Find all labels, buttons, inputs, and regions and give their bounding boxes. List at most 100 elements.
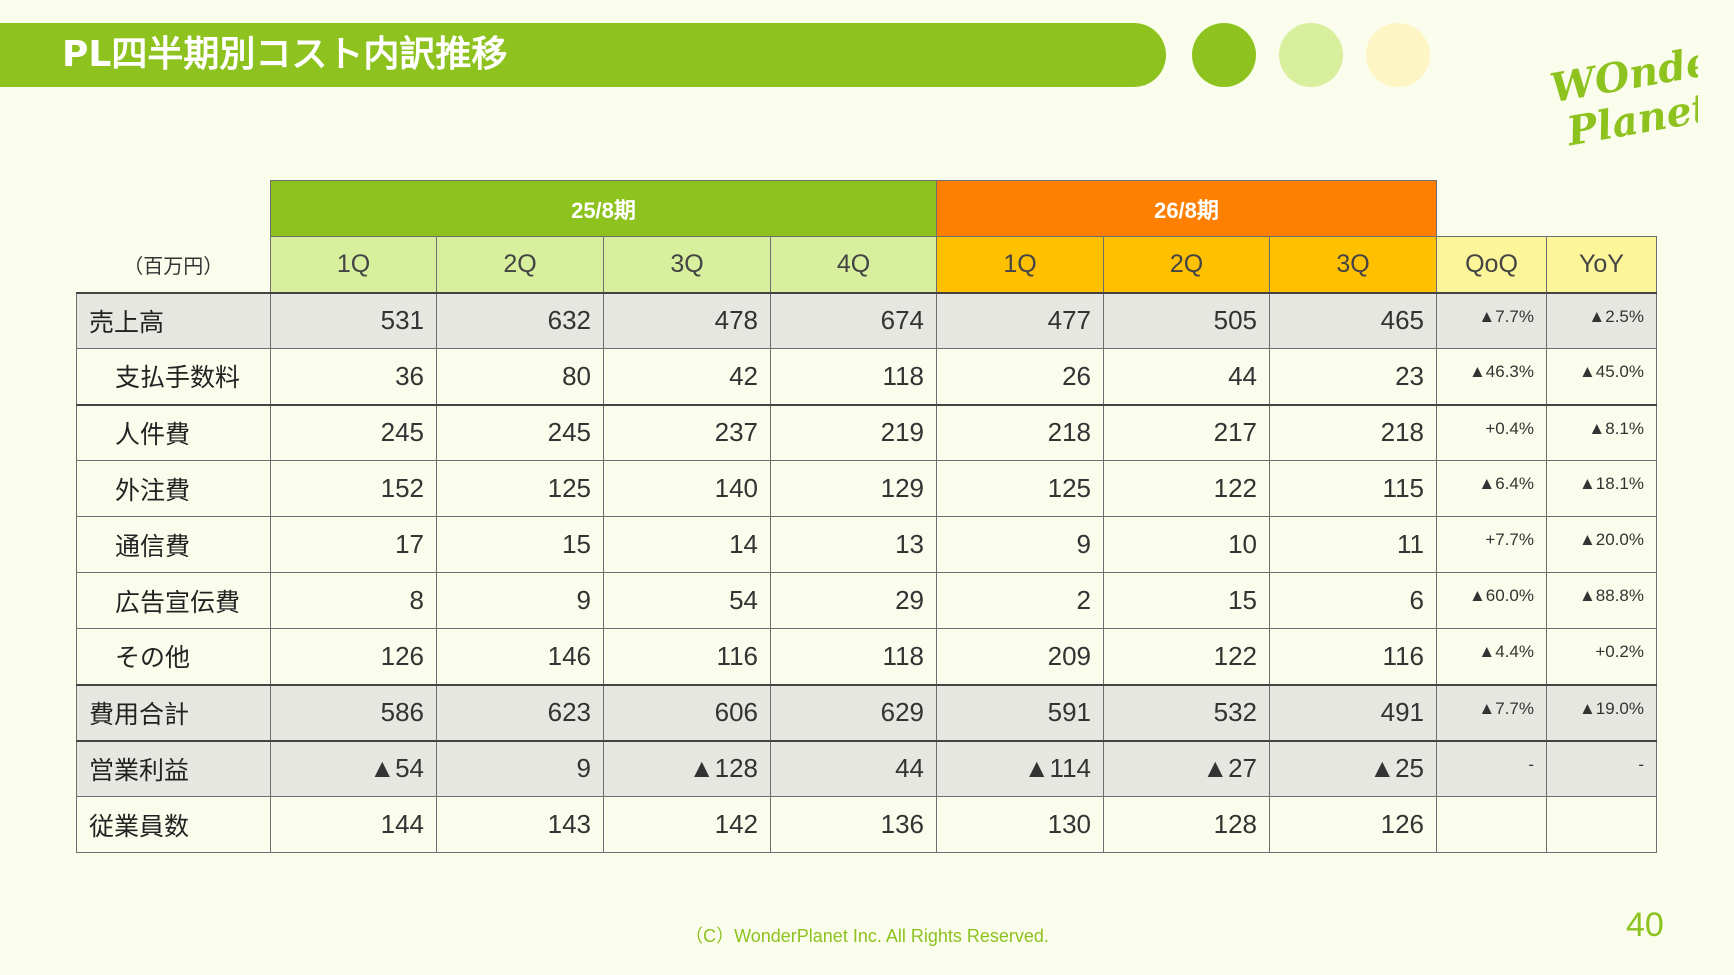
table-row: 通信費 17 15 14 13 9 10 11 +7.7% ▲20.0% <box>76 516 1657 573</box>
value-cell: 9 <box>436 572 604 629</box>
period-25-8: 25/8期 <box>270 180 937 237</box>
table-row: 費用合計 586 623 606 629 591 532 491 ▲7.7% ▲19.0% <box>76 683 1657 741</box>
table-row: 広告宣伝費 8 9 54 29 2 15 6 ▲60.0% ▲88.8% <box>76 572 1657 629</box>
row-label: 外注費 <box>76 460 271 517</box>
wonderplanet-logo: WOnder Planet <box>1548 40 1698 150</box>
value-cell: 152 <box>270 460 437 517</box>
col-25-4q: 4Q <box>770 236 937 293</box>
row-label: 費用合計 <box>76 683 271 741</box>
value-cell: 142 <box>603 796 771 853</box>
value-cell: 606 <box>603 683 771 741</box>
value-cell: 14 <box>603 516 771 573</box>
yoy-cell <box>1546 796 1657 853</box>
row-label: 人件費 <box>76 403 271 461</box>
value-cell: 42 <box>603 348 771 405</box>
col-25-3q: 3Q <box>603 236 771 293</box>
row-label: その他 <box>76 628 271 685</box>
value-cell: 17 <box>270 516 437 573</box>
qoq-cell: ▲4.4% <box>1436 628 1547 685</box>
value-cell: 15 <box>436 516 604 573</box>
value-cell: 136 <box>770 796 937 853</box>
period-26-8: 26/8期 <box>936 180 1437 237</box>
cost-table-body: 売上高 531 632 478 674 477 505 465 ▲7.7% ▲2.5% 支払手数料 3… <box>76 291 1657 853</box>
value-cell: ▲27 <box>1103 739 1270 797</box>
value-cell: 245 <box>436 403 604 461</box>
page-number: 40 <box>1626 906 1664 944</box>
value-cell: 2 <box>936 572 1104 629</box>
value-cell: 126 <box>270 628 437 685</box>
value-cell: 629 <box>770 683 937 741</box>
value-cell: 44 <box>770 739 937 797</box>
col-26-2q: 2Q <box>1103 236 1270 293</box>
col-25-1q: 1Q <box>270 236 437 293</box>
value-cell: 23 <box>1269 348 1437 405</box>
yoy-cell: ▲20.0% <box>1546 516 1657 573</box>
value-cell: 674 <box>770 291 937 349</box>
decor-dot-cream <box>1366 23 1430 87</box>
value-cell: 13 <box>770 516 937 573</box>
value-cell: 26 <box>936 348 1104 405</box>
table-row: 営業利益 ▲54 9 ▲128 44 ▲114 ▲27 ▲25- - <box>76 739 1657 797</box>
value-cell: 6 <box>1269 572 1437 629</box>
value-cell: 219 <box>770 403 937 461</box>
title-bar: PL四半期別コスト内訳推移 <box>0 23 1166 87</box>
table-row: 人件費 245 245 237 219 218 217 218 +0.4% ▲8.1% <box>76 403 1657 461</box>
qoq-cell: ▲7.7% <box>1436 291 1547 349</box>
table-row: その他 126 146 116 118 209 122 116 ▲4.4% +0.2% <box>76 628 1657 685</box>
row-label: 広告宣伝費 <box>76 572 271 629</box>
value-cell: 8 <box>270 572 437 629</box>
value-cell: 130 <box>936 796 1104 853</box>
value-cell: 116 <box>1269 628 1437 685</box>
period-header-row: 25/8期 26/8期 <box>77 180 1657 237</box>
col-26-1q: 1Q <box>936 236 1104 293</box>
qoq-cell: ▲7.7% <box>1436 683 1547 741</box>
value-cell: 478 <box>603 291 771 349</box>
decor-dot-light-green <box>1279 23 1343 87</box>
value-cell: 623 <box>436 683 604 741</box>
value-cell: 217 <box>1103 403 1270 461</box>
qoq-cell: ▲60.0% <box>1436 572 1547 629</box>
value-cell: 237 <box>603 403 771 461</box>
value-cell: 465 <box>1269 291 1437 349</box>
value-cell: 10 <box>1103 516 1270 573</box>
cost-table: 25/8期 26/8期 （百万円） 1Q 2Q 3Q 4Q 1Q 2Q 3Q Q… <box>76 180 1657 853</box>
value-cell: 122 <box>1103 628 1270 685</box>
value-cell: ▲128 <box>603 739 771 797</box>
blank-cell <box>77 181 271 237</box>
quarter-header-row: （百万円） 1Q 2Q 3Q 4Q 1Q 2Q 3Q QoQ YoY <box>77 236 1657 293</box>
row-label: 通信費 <box>76 516 271 573</box>
row-label: 営業利益 <box>76 739 271 797</box>
value-cell: 245 <box>270 403 437 461</box>
col-yoy: YoY <box>1546 236 1657 293</box>
value-cell: 44 <box>1103 348 1270 405</box>
value-cell: 586 <box>270 683 437 741</box>
value-cell: 116 <box>603 628 771 685</box>
value-cell: 491 <box>1269 683 1437 741</box>
value-cell: 144 <box>270 796 437 853</box>
qoq-cell: +7.7% <box>1436 516 1547 573</box>
page-title: PL四半期別コスト内訳推移 <box>62 34 508 75</box>
table-row: 売上高 531 632 478 674 477 505 465 ▲7.7% ▲2.5% <box>76 291 1657 349</box>
copyright: （C）WonderPlanet Inc. All Rights Reserved… <box>685 926 1049 946</box>
qoq-cell: - <box>1436 739 1547 797</box>
value-cell: 532 <box>1103 683 1270 741</box>
value-cell: 129 <box>770 460 937 517</box>
table-row: 外注費 152 125 140 129 125 122 115 ▲6.4% ▲18.1% <box>76 460 1657 517</box>
yoy-cell: ▲8.1% <box>1546 403 1657 461</box>
blank-cell <box>1437 181 1657 237</box>
value-cell: ▲25 <box>1269 739 1437 797</box>
table-row: 従業員数 144 143 142 136 130 128 126 <box>76 796 1657 853</box>
value-cell: 140 <box>603 460 771 517</box>
value-cell: 531 <box>270 291 437 349</box>
value-cell: 209 <box>936 628 1104 685</box>
qoq-cell: +0.4% <box>1436 403 1547 461</box>
value-cell: 505 <box>1103 291 1270 349</box>
value-cell: 54 <box>603 572 771 629</box>
yoy-cell: ▲45.0% <box>1546 348 1657 405</box>
qoq-cell: ▲6.4% <box>1436 460 1547 517</box>
value-cell: 115 <box>1269 460 1437 517</box>
value-cell: 591 <box>936 683 1104 741</box>
col-25-2q: 2Q <box>436 236 604 293</box>
value-cell: 29 <box>770 572 937 629</box>
value-cell: 125 <box>936 460 1104 517</box>
